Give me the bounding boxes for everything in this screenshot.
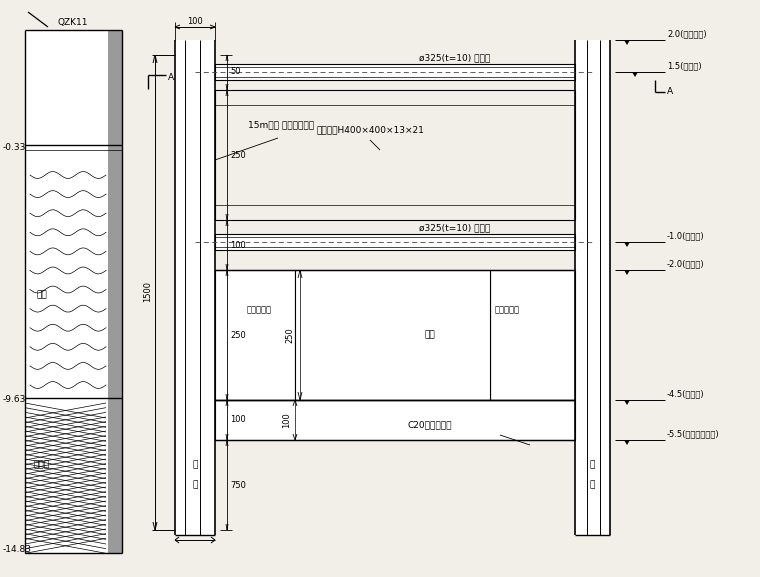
Polygon shape <box>624 400 630 405</box>
Text: -0.33: -0.33 <box>3 143 27 152</box>
Text: 1500: 1500 <box>143 282 152 302</box>
Polygon shape <box>632 72 638 77</box>
Text: A: A <box>168 73 174 81</box>
Polygon shape <box>624 40 630 45</box>
Text: ø325(t=10) 钢支撑: ø325(t=10) 钢支撑 <box>420 223 491 233</box>
Text: 垫块级配砂: 垫块级配砂 <box>247 305 272 314</box>
Text: 100: 100 <box>187 17 203 27</box>
Text: 淤泥: 淤泥 <box>36 290 47 299</box>
Polygon shape <box>624 270 630 275</box>
Text: -2.0(承台顶): -2.0(承台顶) <box>667 260 705 268</box>
Text: 垫块级配砂: 垫块级配砂 <box>495 305 520 314</box>
Text: 承台: 承台 <box>425 331 435 339</box>
Text: 250: 250 <box>230 331 245 339</box>
Text: QZK11: QZK11 <box>58 17 88 27</box>
Text: -5.5(垫底混凝土底): -5.5(垫底混凝土底) <box>667 429 720 439</box>
Text: -9.63: -9.63 <box>3 395 27 404</box>
Text: 泥: 泥 <box>192 481 198 489</box>
Text: 1.5(内支撑): 1.5(内支撑) <box>667 62 701 70</box>
Bar <box>575 40 610 535</box>
Polygon shape <box>624 440 630 445</box>
Bar <box>215 64 575 80</box>
Text: 15m长钎 型拉森钢板桩: 15m长钎 型拉森钢板桩 <box>248 121 314 129</box>
Bar <box>295 270 490 400</box>
Text: 250: 250 <box>286 327 295 343</box>
Text: C20垫底混凝土: C20垫底混凝土 <box>408 421 452 429</box>
Text: 750: 750 <box>230 481 246 489</box>
Bar <box>175 40 215 535</box>
Polygon shape <box>624 242 630 247</box>
Text: 泥: 泥 <box>589 481 594 489</box>
Text: 桩: 桩 <box>192 460 198 470</box>
Bar <box>108 30 122 553</box>
Bar <box>490 270 575 400</box>
Text: 桩: 桩 <box>589 460 594 470</box>
Text: -1.0(内支撑): -1.0(内支撑) <box>667 231 705 241</box>
Text: 100: 100 <box>230 241 245 249</box>
Text: 型钢围檩H400×400×13×21: 型钢围檩H400×400×13×21 <box>316 126 424 134</box>
Text: 100: 100 <box>230 415 245 425</box>
Text: A: A <box>667 88 673 96</box>
Bar <box>215 234 575 250</box>
Text: ø325(t=10) 钢支撑: ø325(t=10) 钢支撑 <box>420 54 491 62</box>
Text: -4.5(承台底): -4.5(承台底) <box>667 389 705 399</box>
Bar <box>25 30 122 553</box>
Text: 100: 100 <box>283 412 292 428</box>
Bar <box>215 270 295 400</box>
Bar <box>215 400 575 440</box>
Text: 砂卵石: 砂卵石 <box>34 460 50 470</box>
Text: -14.83: -14.83 <box>3 545 32 553</box>
Text: 250: 250 <box>230 151 245 159</box>
Text: 50: 50 <box>230 68 240 77</box>
Text: 2.0(钢板桩顶): 2.0(钢板桩顶) <box>667 29 707 39</box>
